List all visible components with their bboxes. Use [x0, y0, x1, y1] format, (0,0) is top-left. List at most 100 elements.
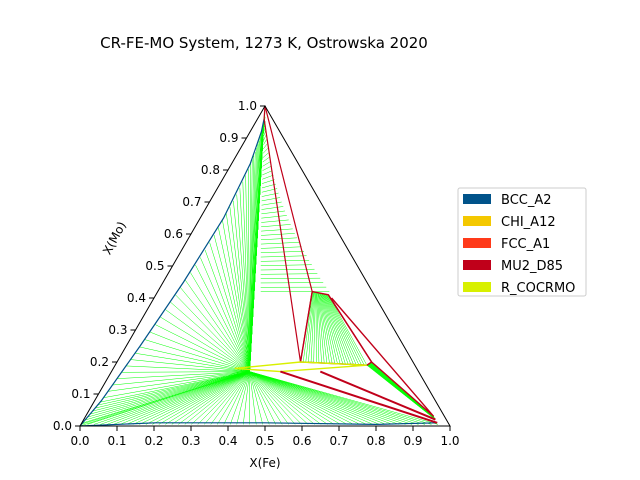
tie-line	[261, 224, 291, 228]
tie-line	[144, 339, 250, 372]
tie-line	[126, 365, 250, 372]
tie-line	[139, 371, 250, 425]
tie-line	[245, 175, 250, 372]
tie-line	[261, 228, 293, 232]
tie-line	[113, 371, 250, 425]
tie-line	[100, 371, 250, 425]
tie-line	[323, 293, 349, 365]
x-axis-ticks: 0.0 0.1 0.2 0.3 0.4 0.5 0.6 0.7 0.8 0.9 1.0	[70, 426, 460, 448]
y-tick-label: 0.5	[145, 259, 164, 273]
tie-line	[85, 371, 250, 421]
tie-line	[261, 206, 284, 210]
legend-swatch	[463, 194, 491, 204]
y-axis-ticks: 0.0 0.1 0.2 0.3 0.4 0.5 0.6 0.7 0.8 0.9 1.0	[53, 99, 265, 433]
tie-line	[249, 118, 265, 372]
tie-line	[320, 293, 336, 364]
tie-line	[249, 371, 315, 425]
legend-swatch	[463, 260, 491, 270]
x-tick-label: 1.0	[440, 434, 459, 448]
tie-line	[247, 169, 250, 372]
tie-line	[261, 233, 295, 236]
tie-line	[249, 371, 354, 425]
tie-line	[249, 371, 296, 425]
tie-line	[249, 371, 426, 425]
y-axis-label: X(Mo)	[100, 219, 129, 257]
tie-line	[260, 246, 302, 249]
tie-line	[204, 371, 250, 425]
x-tick-label: 0.9	[403, 434, 422, 448]
tie-line	[195, 264, 250, 372]
tie-line	[249, 371, 361, 425]
tie-line	[249, 371, 276, 425]
legend-label: FCC_A1	[501, 237, 550, 252]
r-phase-boundary	[234, 361, 367, 373]
tie-line	[165, 371, 250, 425]
tie-line	[184, 371, 250, 425]
tie-line	[92, 371, 250, 412]
tie-line	[260, 251, 305, 253]
tie-line	[119, 371, 250, 425]
tie-line	[145, 371, 250, 425]
tie-line	[200, 257, 250, 372]
tie-line	[322, 293, 346, 365]
tie-line	[236, 194, 250, 372]
tie-line	[180, 287, 250, 372]
tie-line	[239, 188, 250, 372]
tie-line	[213, 235, 250, 372]
tie-line	[90, 371, 250, 415]
tie-line	[236, 371, 250, 425]
tie-line	[117, 371, 250, 379]
tie-line	[249, 371, 413, 425]
tie-line	[103, 371, 250, 398]
tie-line	[249, 371, 283, 425]
tie-line	[93, 371, 250, 425]
y-tick-label: 0.0	[53, 419, 72, 433]
tie-line	[249, 371, 374, 425]
legend-swatch	[463, 282, 491, 292]
tie-line	[242, 371, 250, 425]
tie-line	[260, 242, 300, 245]
x-tick-label: 0.1	[107, 434, 126, 448]
tie-line	[324, 293, 352, 365]
legend-swatch	[463, 216, 491, 226]
tie-line	[317, 292, 325, 364]
tie-line	[260, 273, 318, 275]
chart-title: CR-FE-MO System, 1273 K, Ostrowska 2020	[100, 34, 428, 52]
tie-line	[160, 316, 250, 372]
tie-line	[249, 371, 335, 425]
x-tick-label: 0.5	[255, 434, 274, 448]
tie-line	[249, 371, 432, 425]
tie-line	[171, 371, 250, 425]
y-tick-label: 0.2	[90, 355, 109, 369]
tie-line	[261, 201, 282, 206]
y-tick-label: 0.8	[201, 163, 220, 177]
tie-line	[249, 371, 400, 425]
tie-line	[152, 371, 250, 425]
tie-line	[97, 371, 250, 406]
tie-line	[262, 165, 272, 171]
x-tick-label: 0.7	[329, 434, 348, 448]
tie-line	[191, 371, 250, 425]
y-tick-label: 0.6	[164, 227, 183, 241]
tie-line	[249, 371, 406, 425]
red-tie-line	[319, 370, 436, 421]
tie-line	[130, 359, 250, 372]
x-tick-label: 0.2	[144, 434, 163, 448]
tie-line	[132, 371, 250, 425]
tie-line	[262, 152, 269, 158]
tie-line	[262, 143, 268, 150]
tie-line	[223, 371, 250, 425]
tie-line	[175, 294, 250, 372]
tie-line	[249, 371, 380, 425]
tie-line	[249, 371, 439, 425]
tie-line	[316, 292, 320, 363]
y-tick-label: 0.4	[127, 291, 146, 305]
tie-line	[100, 371, 250, 403]
tie-line	[321, 293, 341, 364]
x-tick-label: 0.8	[366, 434, 385, 448]
tie-line	[249, 371, 419, 425]
tie-line	[218, 227, 250, 372]
tie-line	[310, 292, 316, 363]
y-tick-label: 0.1	[71, 387, 90, 401]
